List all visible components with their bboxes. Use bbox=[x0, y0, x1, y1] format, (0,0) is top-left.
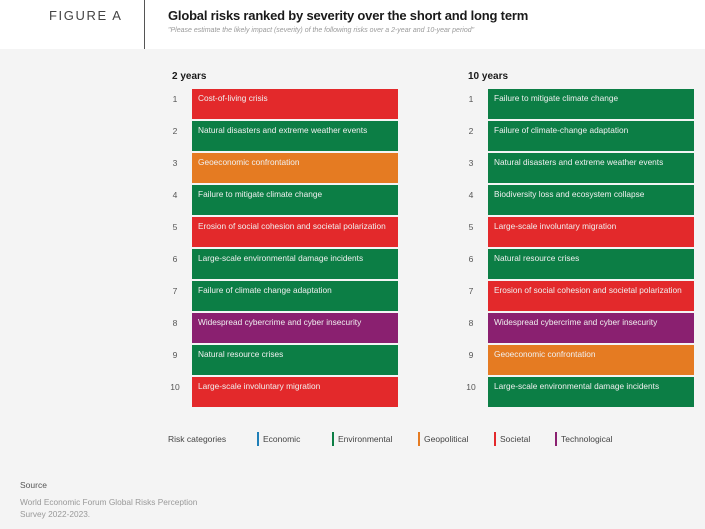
rank-number: 1 bbox=[468, 94, 474, 104]
risk-label: Failure to mitigate climate change bbox=[494, 93, 619, 103]
legend-item-geopolitical: Geopolitical bbox=[418, 432, 468, 446]
risk-bar: Natural disasters and extreme weather ev… bbox=[488, 153, 694, 183]
risk-label: Erosion of social cohesion and societal … bbox=[494, 285, 682, 295]
risk-label: Natural disasters and extreme weather ev… bbox=[494, 157, 664, 167]
risk-bar: Natural resource crises bbox=[488, 249, 694, 279]
risk-label: Natural disasters and extreme weather ev… bbox=[198, 125, 368, 135]
risk-bar: Large-scale environmental damage inciden… bbox=[488, 377, 694, 407]
risk-label: Widespread cybercrime and cyber insecuri… bbox=[198, 317, 362, 327]
risk-bar: Geoeconomic confrontation bbox=[488, 345, 694, 375]
risk-label: Natural resource crises bbox=[198, 349, 284, 359]
rank-number: 10 bbox=[466, 382, 476, 392]
legend-label: Risk categories bbox=[168, 434, 227, 444]
risk-bar: Large-scale environmental damage inciden… bbox=[192, 249, 398, 279]
risk-bar: Failure of climate-change adaptation bbox=[488, 121, 694, 151]
chart-subtitle: "Please estimate the likely impact (seve… bbox=[168, 27, 475, 34]
legend-swatch bbox=[332, 432, 334, 446]
rank-number: 7 bbox=[172, 286, 178, 296]
rank-number: 3 bbox=[468, 158, 474, 168]
risk-bar: Natural resource crises bbox=[192, 345, 398, 375]
chart-title: Global risks ranked by severity over the… bbox=[168, 8, 529, 23]
legend-text: Environmental bbox=[338, 434, 393, 444]
risk-label: Large-scale environmental damage inciden… bbox=[494, 381, 660, 391]
rank-number: 5 bbox=[172, 222, 178, 232]
risk-label: Natural resource crises bbox=[494, 253, 580, 263]
rank-number: 2 bbox=[172, 126, 178, 136]
legend-text: Technological bbox=[561, 434, 613, 444]
risk-bar: Geoeconomic confrontation bbox=[192, 153, 398, 183]
risk-label: Widespread cybercrime and cyber insecuri… bbox=[494, 317, 658, 327]
risk-label: Large-scale involuntary migration bbox=[198, 381, 321, 391]
rank-number: 2 bbox=[468, 126, 474, 136]
rank-number: 8 bbox=[468, 318, 474, 328]
risk-label: Large-scale environmental damage inciden… bbox=[198, 253, 364, 263]
rank-number: 3 bbox=[172, 158, 178, 168]
legend-swatch bbox=[494, 432, 496, 446]
risk-bar: Erosion of social cohesion and societal … bbox=[192, 217, 398, 247]
legend: Risk categories Economic Environmental G… bbox=[0, 432, 705, 446]
risk-bar: Failure of climate change adaptation bbox=[192, 281, 398, 311]
rank-number: 9 bbox=[468, 350, 474, 360]
risk-bar: Biodiversity loss and ecosystem collapse bbox=[488, 185, 694, 215]
risk-label: Geoeconomic confrontation bbox=[198, 157, 300, 167]
risk-bar: Erosion of social cohesion and societal … bbox=[488, 281, 694, 311]
rank-number: 6 bbox=[468, 254, 474, 264]
rank-number: 5 bbox=[468, 222, 474, 232]
rank-number: 9 bbox=[172, 350, 178, 360]
risk-bar: Widespread cybercrime and cyber insecuri… bbox=[192, 313, 398, 343]
risk-label: Biodiversity loss and ecosystem collapse bbox=[494, 189, 645, 199]
risk-label: Failure to mitigate climate change bbox=[198, 189, 323, 199]
rank-number: 6 bbox=[172, 254, 178, 264]
column-heading: 2 years bbox=[172, 71, 207, 82]
risk-bar: Failure to mitigate climate change bbox=[192, 185, 398, 215]
legend-text: Geopolitical bbox=[424, 434, 469, 444]
risk-bar: Widespread cybercrime and cyber insecuri… bbox=[488, 313, 694, 343]
rank-number: 1 bbox=[172, 94, 178, 104]
rank-number: 4 bbox=[172, 190, 178, 200]
header-divider bbox=[144, 0, 145, 49]
legend-item-technological: Technological bbox=[555, 432, 613, 446]
source-text: World Economic Forum Global Risks Percep… bbox=[20, 497, 198, 519]
risk-bar: Natural disasters and extreme weather ev… bbox=[192, 121, 398, 151]
risk-label: Failure of climate change adaptation bbox=[198, 285, 332, 295]
legend-swatch bbox=[257, 432, 259, 446]
figure-header: FIGURE A Global risks ranked by severity… bbox=[0, 0, 705, 49]
risk-label: Cost-of-living crisis bbox=[198, 93, 268, 103]
legend-item-societal: Societal bbox=[494, 432, 530, 446]
source-heading: Source bbox=[20, 480, 47, 490]
rank-number: 4 bbox=[468, 190, 474, 200]
legend-swatch bbox=[418, 432, 420, 446]
risk-label: Failure of climate-change adaptation bbox=[494, 125, 629, 135]
rank-number: 7 bbox=[468, 286, 474, 296]
figure-label: FIGURE A bbox=[49, 8, 123, 23]
risk-label: Geoeconomic confrontation bbox=[494, 349, 596, 359]
risk-label: Erosion of social cohesion and societal … bbox=[198, 221, 386, 231]
risk-bar: Large-scale involuntary migration bbox=[192, 377, 398, 407]
legend-item-economic: Economic bbox=[257, 432, 300, 446]
rank-number: 8 bbox=[172, 318, 178, 328]
rank-number: 10 bbox=[170, 382, 180, 392]
legend-item-environmental: Environmental bbox=[332, 432, 392, 446]
risk-bar: Large-scale involuntary migration bbox=[488, 217, 694, 247]
risk-label: Large-scale involuntary migration bbox=[494, 221, 617, 231]
legend-swatch bbox=[555, 432, 557, 446]
risk-bar: Cost-of-living crisis bbox=[192, 89, 398, 119]
column-heading: 10 years bbox=[468, 71, 509, 82]
risk-bar: Failure to mitigate climate change bbox=[488, 89, 694, 119]
legend-text: Economic bbox=[263, 434, 301, 444]
legend-text: Societal bbox=[500, 434, 531, 444]
